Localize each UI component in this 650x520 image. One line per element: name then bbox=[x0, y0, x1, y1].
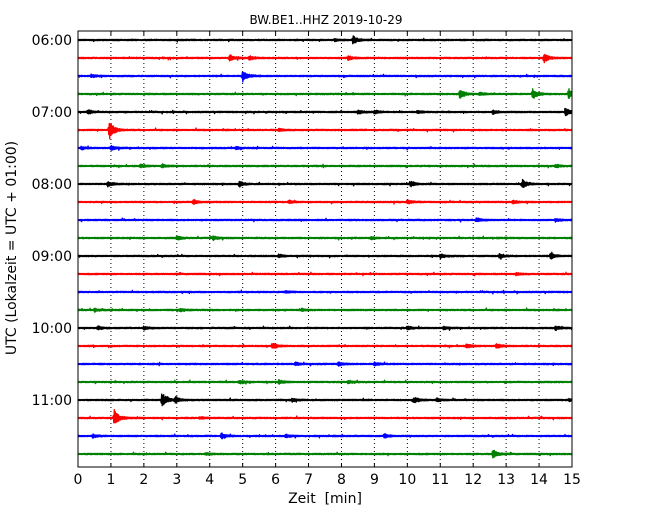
plot-frame bbox=[77, 30, 573, 468]
trace-row-1130 bbox=[77, 432, 573, 440]
trace-row-0745 bbox=[77, 163, 573, 169]
trace-row-0715 bbox=[77, 122, 573, 140]
vertical-grid bbox=[110, 31, 540, 467]
trace-row-0645 bbox=[77, 88, 573, 99]
x-tick-label: 10 bbox=[398, 472, 416, 488]
y-tick-label: 10:00 bbox=[32, 321, 72, 337]
x-axis-ticks: 0 1 2 3 4 5 6 7 8 9 10 11 12 13 14 15 bbox=[74, 31, 581, 488]
x-tick-label: 7 bbox=[304, 472, 313, 488]
x-tick-label: 2 bbox=[139, 472, 148, 488]
x-tick-label: 1 bbox=[106, 472, 115, 488]
trace-row-0800 bbox=[77, 178, 573, 189]
x-tick-label: 13 bbox=[497, 472, 515, 488]
trace-row-1045 bbox=[77, 379, 573, 385]
x-tick-label: 6 bbox=[271, 472, 280, 488]
y-tick-label: 06:00 bbox=[32, 33, 72, 49]
trace-rows bbox=[77, 35, 573, 459]
trace-row-1100 bbox=[77, 393, 573, 407]
x-tick-label: 4 bbox=[205, 472, 214, 488]
trace-row-0830 bbox=[77, 217, 573, 223]
y-tick-label: 11:00 bbox=[32, 393, 72, 409]
trace-row-0700 bbox=[77, 107, 573, 117]
y-tick-label: 07:00 bbox=[32, 105, 72, 121]
y-tick-label: 08:00 bbox=[32, 177, 72, 193]
x-tick-label: 11 bbox=[431, 472, 449, 488]
x-tick-label: 15 bbox=[563, 472, 581, 488]
x-tick-label: 3 bbox=[172, 472, 181, 488]
trace-row-0630 bbox=[77, 71, 573, 83]
trace-row-0815 bbox=[77, 198, 573, 205]
x-tick-label: 14 bbox=[530, 472, 548, 488]
trace-row-1030 bbox=[77, 361, 573, 367]
trace-row-1015 bbox=[77, 342, 573, 349]
trace-row-0845 bbox=[77, 235, 573, 242]
trace-row-0915 bbox=[77, 271, 573, 277]
y-axis-label: UTC (Lokalzeit = UTC + 01:00) bbox=[4, 141, 20, 355]
trace-row-1145 bbox=[77, 449, 573, 459]
trace-row-0930 bbox=[77, 289, 573, 295]
trace-row-1115 bbox=[77, 409, 573, 424]
x-tick-label: 12 bbox=[464, 472, 482, 488]
trace-row-0945 bbox=[77, 307, 573, 313]
trace-row-0600 bbox=[77, 35, 573, 45]
y-axis-ticks: 06:00 07:00 08:00 09:00 10:00 11:00 bbox=[32, 33, 572, 409]
chart-title: BW.BE1..HHZ 2019-10-29 bbox=[249, 13, 402, 27]
trace-row-0900 bbox=[77, 251, 573, 260]
x-tick-label: 0 bbox=[74, 472, 83, 488]
x-tick-label: 5 bbox=[238, 472, 247, 488]
y-tick-label: 09:00 bbox=[32, 249, 72, 265]
x-axis-label: Zeit [min] bbox=[288, 491, 362, 507]
x-tick-label: 8 bbox=[337, 472, 346, 488]
x-tick-label: 9 bbox=[370, 472, 379, 488]
trace-row-0615 bbox=[77, 53, 573, 64]
trace-row-1000 bbox=[77, 325, 573, 331]
trace-row-0730 bbox=[77, 144, 573, 151]
